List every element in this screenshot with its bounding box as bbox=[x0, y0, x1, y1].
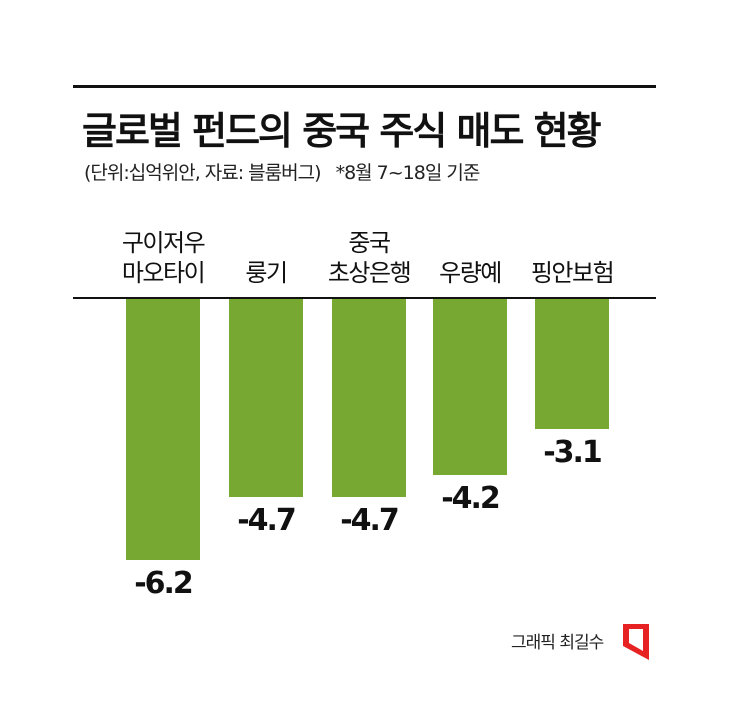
chart-subtitle: (단위:십억위안, 자료: 블룸버그) *8월 7~18일 기준 bbox=[84, 158, 481, 185]
date-note: *8월 7~18일 기준 bbox=[335, 162, 481, 184]
value-label: -4.7 bbox=[237, 502, 297, 538]
graphic-credit: 그래픽 최길수 bbox=[511, 633, 604, 653]
bar bbox=[433, 298, 507, 476]
bar bbox=[229, 298, 303, 497]
publisher-logo-icon bbox=[623, 624, 649, 660]
value-label: -4.2 bbox=[441, 481, 501, 517]
category-label: 구이저우 마오타이 bbox=[121, 229, 206, 287]
unit-source-note: (단위:십억위안, 자료: 블룸버그) bbox=[84, 162, 322, 184]
bar bbox=[535, 298, 609, 429]
title-top-rule bbox=[73, 85, 656, 88]
category-label: 핑안보험 bbox=[530, 259, 615, 287]
value-label: -3.1 bbox=[543, 435, 603, 470]
zero-baseline bbox=[73, 297, 656, 299]
bar bbox=[126, 298, 200, 560]
category-label: 우량예 bbox=[439, 259, 502, 287]
bar bbox=[332, 298, 406, 497]
chart-title: 글로벌 펀드의 중국 주식 매도 현황 bbox=[82, 109, 602, 153]
category-label: 중국 초상은행 bbox=[327, 229, 412, 287]
value-label: -6.2 bbox=[134, 566, 194, 601]
value-label: -4.7 bbox=[340, 502, 400, 538]
category-label: 룽기 bbox=[245, 259, 288, 287]
